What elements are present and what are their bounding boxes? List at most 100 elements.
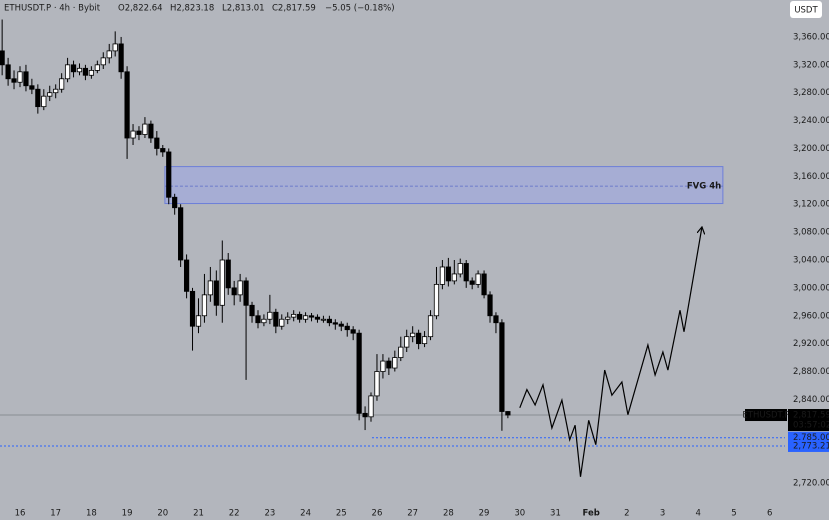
candle-body xyxy=(326,318,332,324)
candle-body xyxy=(195,315,202,327)
candle-body xyxy=(421,336,428,345)
candle-body xyxy=(130,130,136,139)
candle-body xyxy=(35,88,41,108)
candle-body xyxy=(416,332,422,345)
candle-body xyxy=(100,57,106,66)
candle-body xyxy=(374,371,380,397)
x-tick-label: 25 xyxy=(336,509,347,519)
candle-body xyxy=(469,280,475,285)
candle-body xyxy=(112,43,118,52)
candle-body xyxy=(404,336,410,348)
currency[interactable]: USDT xyxy=(794,6,818,16)
ohlc-close: C2,817.59 xyxy=(272,4,316,14)
x-tick-label: Feb xyxy=(583,509,600,519)
candle-body xyxy=(243,280,249,306)
y-tick-label: 2,960.00 xyxy=(793,311,829,321)
y-tick-label: 3,120.00 xyxy=(793,200,829,210)
candle-body xyxy=(237,280,243,296)
symbol-tag-text: ETHUSDT.P xyxy=(742,411,789,421)
candle-body xyxy=(166,151,172,198)
candle-body xyxy=(189,290,196,327)
y-tick-label: 3,160.00 xyxy=(793,172,829,182)
candle-body xyxy=(302,315,309,320)
candle-body xyxy=(5,64,11,80)
candle-body xyxy=(11,78,17,83)
candle-body xyxy=(160,148,166,153)
candle-body xyxy=(481,273,487,296)
candle-body xyxy=(148,123,154,139)
candle-body xyxy=(427,315,434,338)
x-tick-label: 31 xyxy=(550,509,561,519)
y-tick-label: 3,000.00 xyxy=(793,283,829,293)
candle-body xyxy=(0,50,5,66)
projection-path xyxy=(519,228,702,477)
candle-body xyxy=(487,294,493,317)
candle-body xyxy=(332,322,338,325)
ohlc-open: O2,822.64 xyxy=(118,4,163,14)
ohlc-change: −5.05 (−0.18%) xyxy=(325,4,395,14)
y-tick-label: 3,280.00 xyxy=(793,88,829,98)
candle-body xyxy=(201,294,208,317)
symbol: ETHUSDT.P · 4h · Bybit xyxy=(4,4,101,14)
candle-body xyxy=(475,273,481,285)
candle-body xyxy=(255,315,261,324)
candle-body xyxy=(219,259,225,306)
candle-body xyxy=(106,50,112,59)
y-tick-label: 3,200.00 xyxy=(793,144,829,154)
candle-body xyxy=(94,64,100,71)
candle-body xyxy=(213,280,219,306)
candle-body xyxy=(398,346,404,358)
candle-body xyxy=(53,88,59,94)
y-tick-label: 2,920.00 xyxy=(793,339,829,349)
x-tick-label: 29 xyxy=(479,509,490,519)
candle-body xyxy=(76,67,83,73)
fvg-label: FVG 4h xyxy=(687,182,721,192)
candle-body xyxy=(344,325,350,331)
x-tick-label: 22 xyxy=(229,509,240,519)
x-tick-label: 16 xyxy=(15,509,26,519)
candle-body xyxy=(386,360,392,369)
y-tick-label: 3,080.00 xyxy=(793,228,829,238)
last-price-label: 2,817.59 xyxy=(793,411,829,421)
candle-body xyxy=(47,92,53,97)
candle-body xyxy=(154,137,160,149)
x-tick-label: 18 xyxy=(86,509,97,519)
candle-body xyxy=(118,43,124,73)
candle-body xyxy=(279,318,285,327)
candle-body xyxy=(285,316,291,320)
candle-body xyxy=(124,71,130,139)
candle-body xyxy=(178,207,184,261)
candle-body xyxy=(445,266,451,282)
candle-body xyxy=(59,78,65,90)
x-tick-label: 28 xyxy=(443,509,454,519)
candle-body xyxy=(291,313,297,318)
candle-body xyxy=(356,332,362,414)
currency-box[interactable] xyxy=(790,1,822,18)
candle-body xyxy=(41,95,47,108)
x-tick-label: 17 xyxy=(50,509,61,519)
y-tick-label: 3,040.00 xyxy=(793,255,829,265)
x-tick-label: 30 xyxy=(514,509,525,519)
y-tick-label: 3,360.00 xyxy=(793,32,829,42)
candle-body xyxy=(368,395,374,418)
candle-body xyxy=(380,360,386,372)
candle-body xyxy=(392,357,398,369)
ohlc-high: H2,823.18 xyxy=(170,4,214,14)
candle-body xyxy=(29,85,35,90)
ohlc-low: L2,813.01 xyxy=(222,4,265,14)
candle-body xyxy=(82,67,89,76)
y-tick-label: 3,320.00 xyxy=(793,60,829,70)
candle-body xyxy=(23,71,29,87)
y-tick-label: 2,720.00 xyxy=(793,479,829,489)
countdown: 03:57:02 xyxy=(793,421,829,431)
candle-body xyxy=(433,283,440,317)
candle-body xyxy=(231,287,237,296)
last-price-tag xyxy=(788,409,829,432)
fvg-zone xyxy=(164,166,724,205)
candle-body xyxy=(308,315,315,318)
symbol-tag xyxy=(745,409,787,422)
candle-body xyxy=(410,332,416,338)
candle-body xyxy=(172,196,178,209)
y-tick-label: 3,240.00 xyxy=(793,116,829,126)
